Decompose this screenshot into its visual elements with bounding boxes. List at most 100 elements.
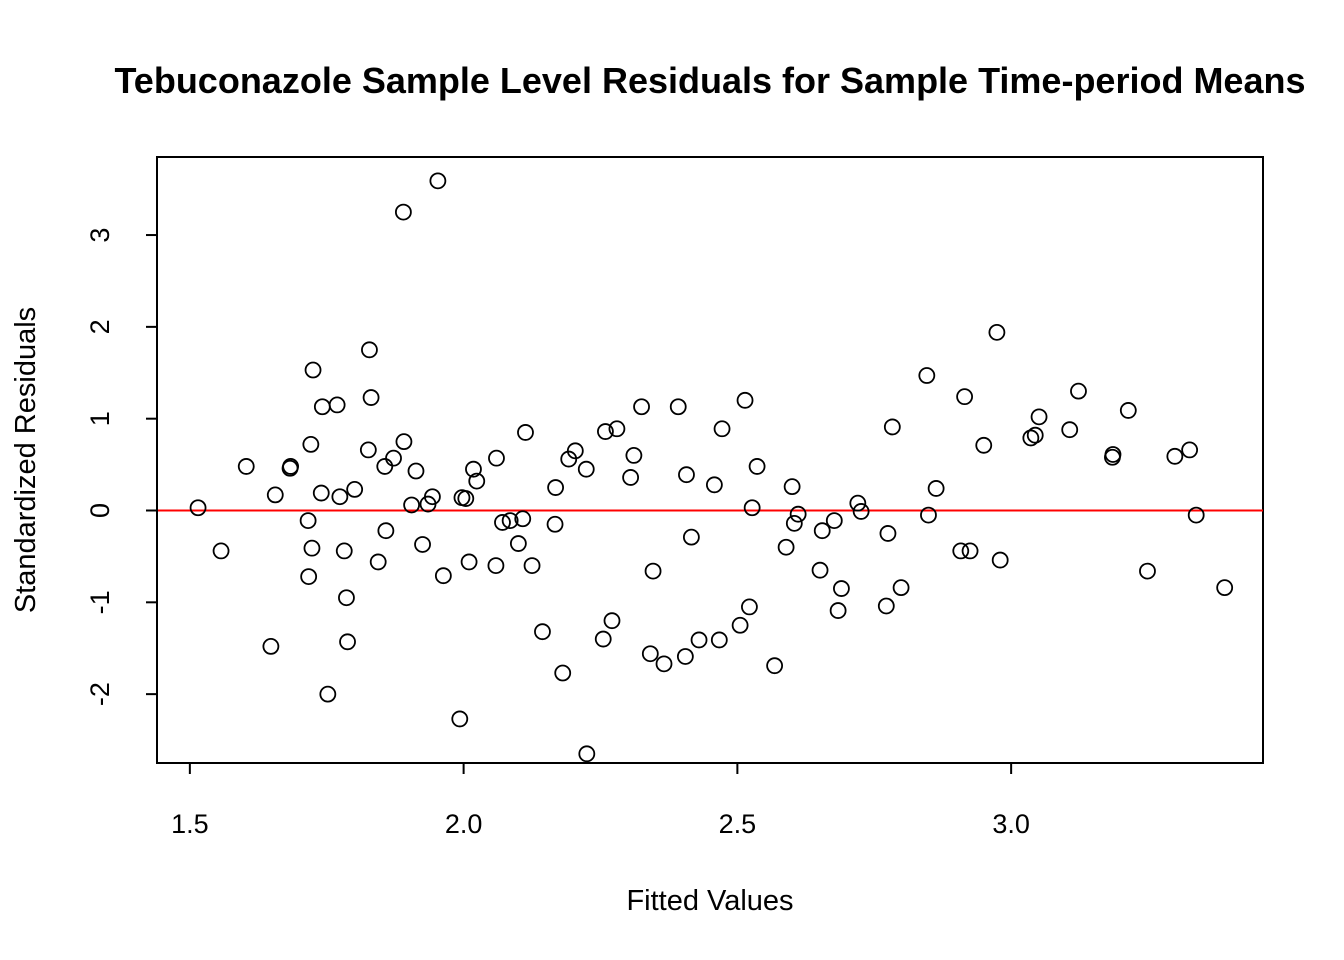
- data-point: [991, 551, 1009, 569]
- data-point: [331, 488, 349, 506]
- data-point: [395, 433, 413, 451]
- data-point: [300, 568, 318, 586]
- data-point: [501, 512, 519, 529]
- data-point: [975, 436, 993, 454]
- data-point: [918, 367, 936, 384]
- data-point: [849, 494, 867, 512]
- data-point: [676, 648, 694, 665]
- data-point: [1070, 382, 1087, 400]
- y-axis: -2 -1 0 1 2 3: [85, 228, 158, 706]
- data-point: [212, 542, 230, 560]
- data-point: [736, 391, 754, 409]
- y-tick-label: 3: [85, 228, 115, 243]
- data-point: [362, 389, 380, 406]
- data-point: [622, 469, 640, 486]
- y-tick-label: 1: [85, 411, 115, 426]
- data-point: [1061, 421, 1079, 439]
- data-point: [625, 447, 643, 464]
- data-point: [597, 423, 614, 440]
- data-point: [1026, 426, 1044, 444]
- data-point: [369, 553, 387, 571]
- data-point: [457, 490, 475, 507]
- data-point: [690, 631, 708, 649]
- data-point: [319, 685, 337, 703]
- plot-frame: [156, 156, 1264, 764]
- data-point: [407, 462, 425, 480]
- data-point: [335, 542, 353, 560]
- data-point: [494, 514, 511, 531]
- data-point: [1166, 447, 1184, 465]
- data-point: [1216, 579, 1234, 597]
- data-point: [961, 542, 979, 560]
- data-point: [547, 479, 564, 496]
- x-tick-label: 2.5: [719, 809, 757, 839]
- data-point: [743, 499, 761, 517]
- data-point: [577, 460, 595, 478]
- data-point: [988, 323, 1006, 341]
- data-point: [514, 510, 532, 528]
- data-point: [302, 435, 320, 453]
- data-point: [262, 637, 280, 655]
- data-point: [468, 472, 486, 490]
- data-point: [825, 512, 843, 529]
- data-point: [833, 580, 850, 597]
- data-point: [423, 488, 441, 506]
- data-point: [359, 441, 377, 459]
- data-point: [339, 633, 356, 651]
- data-point: [328, 396, 346, 414]
- data-point: [705, 476, 723, 494]
- data-point: [608, 420, 626, 438]
- data-point: [678, 466, 695, 484]
- data-point: [237, 458, 255, 475]
- data-point: [429, 172, 447, 190]
- y-tick-label: -1: [85, 590, 115, 614]
- data-point: [1104, 446, 1122, 463]
- y-tick-label: -2: [85, 682, 115, 706]
- data-point: [376, 458, 394, 475]
- data-point: [1030, 408, 1048, 426]
- data-point: [303, 539, 321, 557]
- data-point: [633, 398, 650, 416]
- y-tick-label: 2: [85, 319, 115, 334]
- data-point: [189, 499, 207, 517]
- data-point: [892, 579, 910, 597]
- data-point: [1022, 429, 1040, 447]
- chart-title: Tebuconazole Sample Level Residuals for …: [114, 60, 1305, 101]
- data-point: [883, 418, 901, 436]
- data-point: [852, 503, 870, 520]
- data-point: [1181, 441, 1199, 459]
- data-point: [713, 420, 731, 438]
- data-point: [509, 535, 527, 552]
- data-point: [783, 478, 801, 496]
- data-point: [566, 442, 584, 460]
- data-point: [403, 496, 421, 514]
- x-tick-label: 1.5: [171, 809, 209, 839]
- y-axis-title: Standardized Residuals: [10, 307, 42, 613]
- data-point: [879, 525, 897, 542]
- y-tick-label: 0: [85, 503, 115, 518]
- data-point: [644, 562, 662, 580]
- data-point: [451, 710, 469, 728]
- data-point: [460, 553, 478, 571]
- data-point: [488, 449, 505, 467]
- data-point: [682, 528, 700, 546]
- data-point: [813, 522, 831, 540]
- data-point: [710, 631, 728, 649]
- x-tick-label: 2.0: [445, 809, 483, 839]
- data-point: [487, 557, 505, 574]
- data-point: [1119, 402, 1137, 419]
- data-point: [655, 655, 673, 673]
- data-point: [546, 515, 564, 533]
- data-point: [829, 602, 847, 619]
- data-point: [346, 480, 364, 498]
- data-point: [920, 506, 937, 524]
- data-point: [304, 361, 322, 379]
- data-point: [385, 449, 402, 467]
- data-point: [785, 514, 803, 532]
- data-point: [377, 522, 395, 540]
- data-point: [927, 480, 945, 497]
- data-point: [766, 657, 784, 675]
- data-point: [313, 398, 331, 416]
- data-point: [731, 616, 749, 634]
